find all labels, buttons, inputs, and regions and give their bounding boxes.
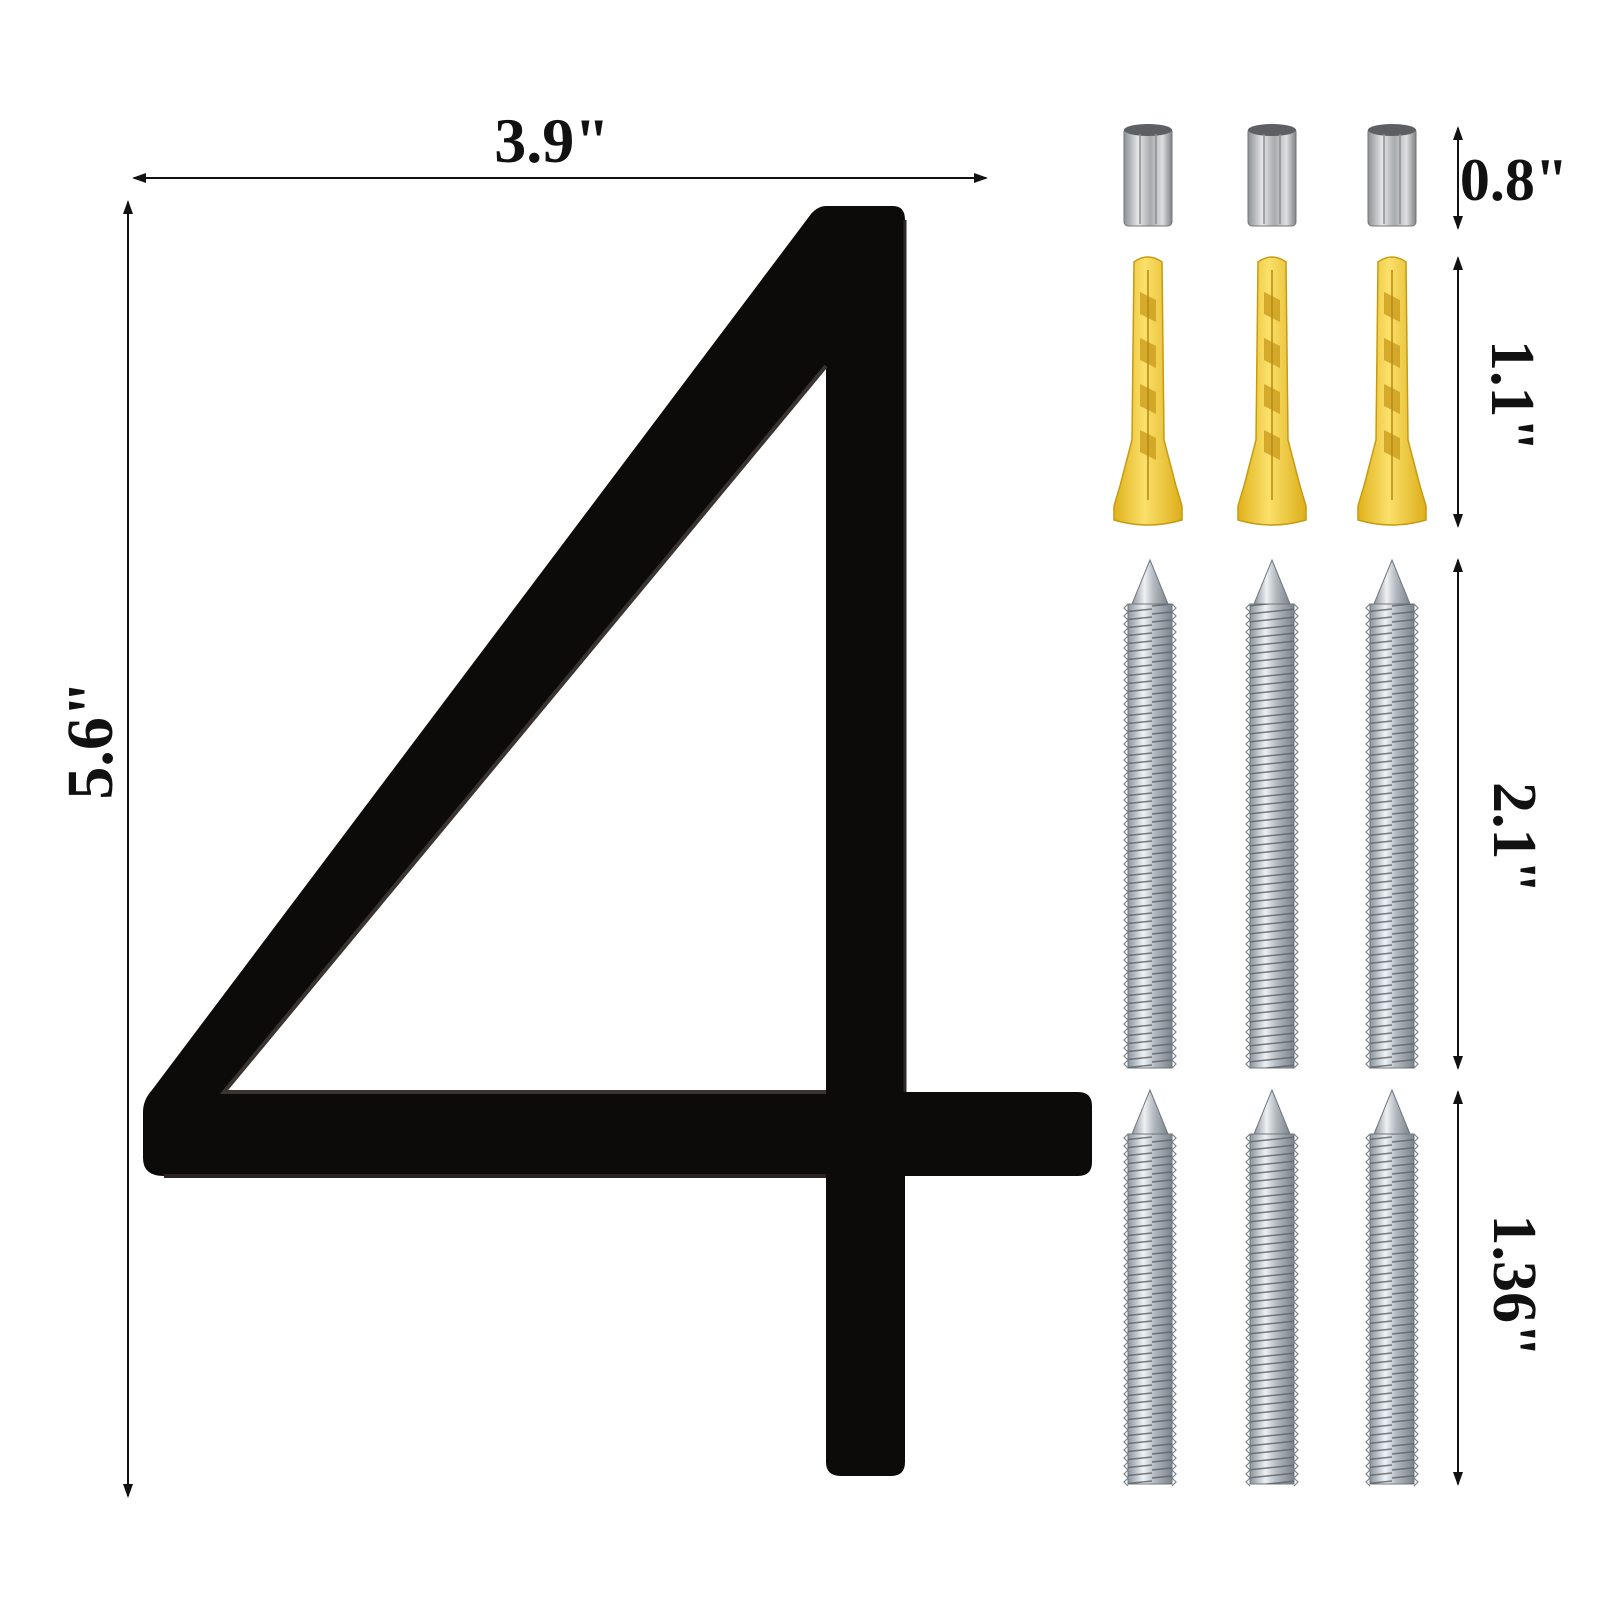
short-stud-dimension: 1.36"	[1453, 1090, 1548, 1486]
long-threaded-stud	[1245, 558, 1299, 1069]
numeral-shape	[143, 206, 1092, 1476]
spacer-tube	[1123, 124, 1173, 227]
width-label: 3.9"	[494, 105, 610, 176]
long-threaded-stud	[1365, 558, 1419, 1069]
wall-anchors	[1113, 256, 1427, 526]
short-threaded-stud	[1123, 1088, 1177, 1487]
house-number-4	[143, 206, 1092, 1476]
height-dimension: 5.6"	[54, 200, 133, 1498]
height-label: 5.6"	[54, 680, 127, 799]
spacer-dimension: 0.8"	[1453, 126, 1568, 230]
spacer-length-label: 0.8"	[1460, 147, 1568, 213]
anchor-dimension: 1.1"	[1453, 256, 1546, 528]
anchor-length-label: 1.1"	[1478, 340, 1546, 452]
width-dimension: 3.9"	[132, 105, 988, 183]
short-threaded-stud	[1245, 1088, 1299, 1487]
long-threaded-stud	[1123, 558, 1177, 1069]
spacer-tube	[1247, 124, 1297, 227]
long-threaded-studs	[1123, 558, 1419, 1069]
numeral-bevel	[219, 364, 828, 1094]
spacer-tube	[1367, 124, 1417, 227]
short-stud-length-label: 1.36"	[1480, 1215, 1548, 1358]
wall-anchor	[1357, 256, 1427, 526]
wall-anchor	[1237, 256, 1307, 526]
short-threaded-stud	[1365, 1088, 1419, 1487]
long-stud-dimension: 2.1"	[1453, 558, 1548, 1070]
long-stud-length-label: 2.1"	[1480, 782, 1548, 894]
wall-anchor	[1113, 256, 1183, 526]
spacer-tubes	[1123, 124, 1417, 227]
short-threaded-studs	[1123, 1088, 1419, 1487]
